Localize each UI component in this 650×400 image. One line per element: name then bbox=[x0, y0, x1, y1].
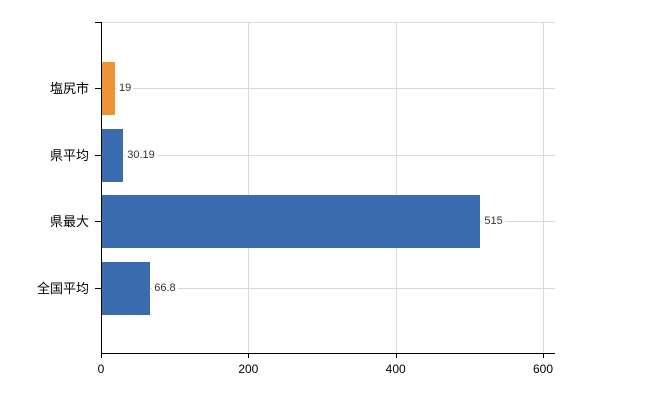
bar-4 bbox=[101, 261, 151, 315]
category-gridline bbox=[101, 88, 555, 89]
value-label: 515 bbox=[482, 215, 505, 228]
x-tick-label: 0 bbox=[97, 362, 105, 376]
category-gridline bbox=[101, 287, 555, 289]
value-label: 66.8 bbox=[152, 281, 178, 295]
value-label: 19 bbox=[116, 82, 134, 95]
bar-1 bbox=[101, 62, 115, 115]
bar-3 bbox=[101, 195, 481, 248]
x-axis-tick bbox=[395, 353, 397, 358]
category-label: 塩尻市 bbox=[49, 81, 89, 96]
y-axis-tick bbox=[95, 154, 101, 156]
category-label: 全国平均 bbox=[36, 280, 89, 296]
category-label: 県最大 bbox=[49, 214, 89, 229]
x-gridline bbox=[395, 22, 397, 353]
bar-2 bbox=[101, 128, 124, 182]
category-gridline bbox=[101, 154, 555, 156]
category-label: 県平均 bbox=[49, 147, 89, 163]
value-label: 30.19 bbox=[125, 148, 157, 162]
y-axis-line bbox=[101, 22, 102, 358]
x-axis-tick bbox=[543, 353, 544, 358]
x-gridline bbox=[543, 22, 544, 353]
y-axis-tick bbox=[95, 221, 101, 222]
x-axis-tick bbox=[248, 353, 250, 358]
x-gridline bbox=[248, 22, 250, 353]
x-axis-line bbox=[101, 353, 555, 354]
x-tick-label: 400 bbox=[385, 362, 406, 376]
x-tick-label: 600 bbox=[532, 362, 554, 376]
y-axis-top-tick bbox=[95, 22, 101, 23]
y-axis-tick bbox=[95, 287, 101, 289]
y-axis-tick bbox=[95, 88, 101, 89]
x-tick-label: 200 bbox=[238, 362, 259, 376]
plot-top-border bbox=[101, 22, 555, 23]
